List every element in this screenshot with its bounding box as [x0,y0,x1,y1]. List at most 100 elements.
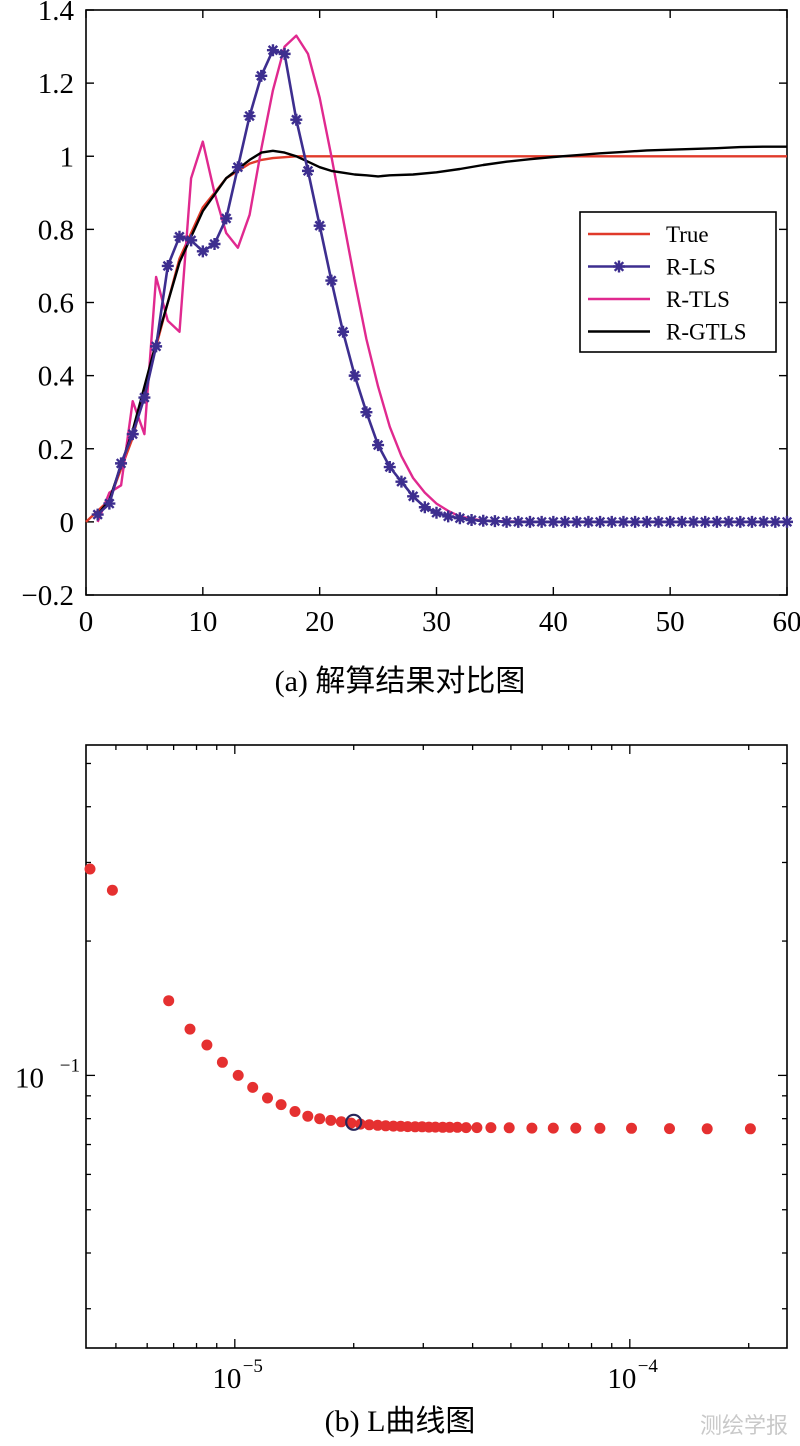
scatter-point [163,995,175,1007]
r-ls-marker [313,219,326,232]
y-tick-label: 0.6 [38,288,74,320]
x-tick-label: 0 [79,606,94,638]
r-ls-marker [769,515,782,528]
r-ls-marker [699,515,712,528]
x-tick-label: 60 [773,606,800,638]
x-tick-label: 10 [212,1363,241,1395]
y-tick-label-exponent: −1 [60,1055,80,1076]
r-ls-marker [301,164,314,177]
r-ls-marker [500,515,513,528]
r-ls-marker [325,274,338,287]
x-tick-label: 20 [305,606,334,638]
scatter-point [262,1092,273,1104]
chart-a-plot: 0 10 20 30 40 50 60−0.200.20.40.60.811.21.4Tru… [21,0,800,638]
corner-point-marker [345,1113,363,1131]
r-ls-marker [173,230,186,243]
y-tick-label: 1.2 [38,68,74,100]
legend-label: R-GTLS [666,320,747,345]
chart-a: 0 10 20 30 40 50 60−0.200.20.40.60.811.21.4Tru… [21,0,800,638]
r-ls-marker [103,497,116,510]
r-ls-marker [675,515,688,528]
r-ls-marker [664,515,677,528]
watermark: 测绘学报 [699,1414,788,1439]
legend-label: True [666,222,709,247]
scatter-point [106,884,118,896]
y-tick-label: 10 [15,1062,44,1094]
scatter-point [302,1110,314,1122]
r-ls-marker [208,238,221,250]
r-ls-marker [395,475,408,488]
scatter-point [216,1056,228,1068]
caption-a: (a) 解算结果对比图 [274,665,526,698]
scatter-point [444,1121,456,1133]
r-ls-marker [383,461,396,474]
scatter-point [184,1023,196,1035]
r-ls-marker [734,515,747,528]
y-tick-label: 0.2 [38,434,74,466]
r-ls-marker [266,44,279,57]
scatter-point [372,1119,384,1131]
scatter-point [701,1123,713,1135]
scatter-point [232,1069,244,1081]
scatter-point [363,1119,375,1131]
chart-b: 10 −5 10 −410 −1 [15,744,788,1395]
r-ls-marker [220,212,233,225]
legend-label: R-LS [666,255,716,280]
scatter-point [314,1113,326,1125]
r-ls-marker [290,113,303,126]
r-ls-marker [535,515,548,528]
x-tick-label: 10 [188,606,217,638]
r-ls-marker [710,515,723,528]
scatter-point [380,1120,392,1132]
scatter-point [503,1122,515,1134]
r-ls-marker [185,234,198,247]
y-tick-label: 1 [60,141,75,173]
r-ls-marker [126,428,139,441]
scatter-point [526,1122,538,1134]
r-ls-marker [337,325,350,338]
x-tick-label: 50 [656,606,685,638]
r-ls-marker [196,245,209,258]
r-ls-marker [477,514,490,527]
x-tick-label: 10 [607,1363,636,1395]
legend-marker [613,260,625,273]
r-ls-marker [547,515,560,528]
r-ls-marker [150,340,163,353]
y-tick-label: 0 [60,507,75,539]
r-ls-marker [418,501,431,514]
chart-b-plot: 10 −5 10 −410 −1 [15,744,788,1395]
y-tick-label: 0.4 [38,361,75,393]
scatter-point [664,1123,675,1135]
r-ls-marker [605,515,618,528]
r-ls-marker [512,515,525,528]
series-line-r-gtls [96,145,787,516]
plot-frame [85,744,788,1349]
r-ls-marker [161,259,174,272]
legend: True R-LS R-TLS R-GTLS [579,211,777,353]
r-ls-marker [757,515,770,528]
r-ls-marker [629,515,642,528]
scatter-point [84,863,96,875]
scatter-point [594,1122,606,1134]
y-tick-label: −0.2 [21,580,74,612]
r-ls-marker [745,515,758,528]
legend-box [579,211,777,353]
caption-b: (b) L曲线图 [324,1405,476,1438]
r-ls-marker [348,369,361,382]
r-ls-marker [640,515,653,528]
r-ls-marker [582,515,595,528]
r-ls-marker [781,515,793,528]
scatter-point [335,1116,347,1128]
x-tick-label-exponent: −5 [243,1356,263,1377]
r-ls-marker [91,508,104,521]
r-ls-marker [523,515,536,528]
r-ls-marker [138,391,151,404]
r-ls-marker [255,69,268,82]
y-tick-label: 0.8 [38,214,74,246]
r-ls-marker [372,439,385,452]
scatter-point [201,1039,213,1051]
r-ls-marker [465,514,478,527]
y-tick-label: 1.4 [38,0,75,27]
r-ls-marker [115,457,128,470]
r-ls-marker [652,515,665,528]
